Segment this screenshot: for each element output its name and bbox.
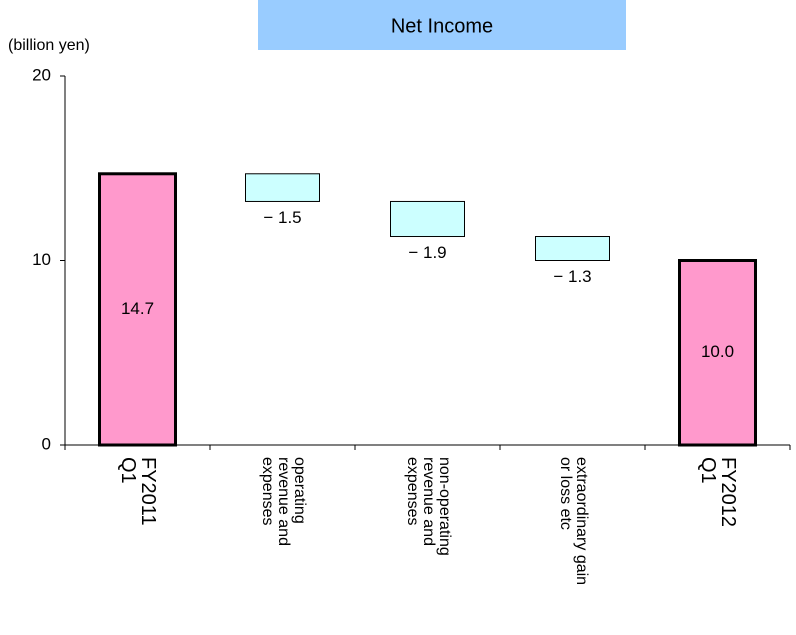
value-label: 14.7 xyxy=(121,299,154,318)
y-tick-label: 20 xyxy=(32,65,51,84)
total-bar xyxy=(98,172,177,447)
value-label: − 1.3 xyxy=(553,267,591,286)
y-tick-label: 0 xyxy=(42,434,51,453)
value-label: − 1.5 xyxy=(263,208,301,227)
x-tick-label: non-operating revenue and expenses xyxy=(403,457,453,556)
y-tick-label: 10 xyxy=(32,250,51,269)
value-label: − 1.9 xyxy=(408,243,446,262)
x-tick-label: FY2011 Q1 xyxy=(116,457,159,526)
value-label: 10.0 xyxy=(701,342,734,361)
x-tick-label: extraordinary gain or loss etc xyxy=(556,457,590,586)
delta-bar xyxy=(390,200,465,238)
total-bar xyxy=(678,259,757,447)
delta-bar xyxy=(245,173,320,202)
x-tick-label: FY2012 Q1 xyxy=(696,457,739,528)
y-axis-label: (billion yen) xyxy=(8,37,90,54)
chart-title: Net Income xyxy=(391,15,493,37)
title-box xyxy=(258,0,626,50)
delta-bar xyxy=(535,236,610,261)
x-tick-label: operating revenue and expenses xyxy=(258,457,308,546)
